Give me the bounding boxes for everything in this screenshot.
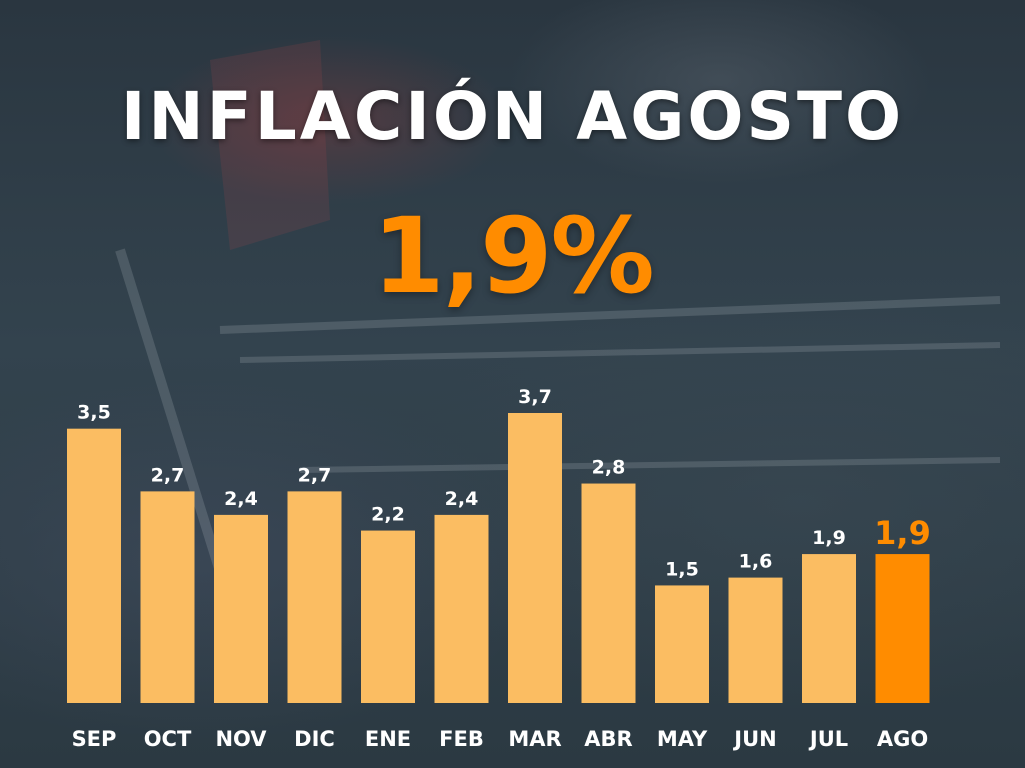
value-label-ago: 1,9 (874, 514, 931, 552)
value-label-abr: 2,8 (592, 457, 626, 479)
category-label-jun: JUN (732, 727, 776, 751)
category-label-may: MAY (657, 727, 708, 751)
bar-feb (434, 514, 489, 703)
bar-nov (214, 514, 268, 703)
bar-may (655, 585, 709, 703)
value-label-sep: 3,5 (77, 402, 111, 424)
bar-abr (581, 483, 636, 703)
headline-inflation-value: 1,9% (372, 195, 654, 317)
value-label-ene: 2,2 (371, 504, 405, 526)
value-label-jul: 1,9 (812, 527, 846, 549)
value-label-nov: 2,4 (224, 488, 258, 510)
category-label-ago: AGO (877, 727, 928, 751)
category-label-abr: ABR (584, 727, 632, 751)
category-label-ene: ENE (365, 727, 411, 751)
value-label-mar: 3,7 (518, 386, 552, 408)
value-label-dic: 2,7 (298, 464, 332, 486)
category-label-dic: DIC (294, 727, 335, 751)
category-label-sep: SEP (72, 727, 117, 751)
bar-dic (287, 491, 342, 703)
bar-oct (140, 491, 195, 703)
category-label-nov: NOV (215, 727, 267, 751)
value-label-oct: 2,7 (151, 464, 185, 486)
bar-ene (361, 530, 415, 703)
bar-jul (802, 554, 856, 703)
bar-ago (875, 554, 930, 703)
page-title: INFLACIÓN AGOSTO (120, 78, 905, 155)
value-label-feb: 2,4 (445, 488, 479, 510)
category-label-feb: FEB (439, 727, 484, 751)
value-label-jun: 1,6 (739, 551, 773, 573)
bar-jun (728, 577, 783, 703)
category-label-jul: JUL (808, 727, 848, 751)
category-label-oct: OCT (144, 727, 192, 751)
bar-sep (67, 428, 121, 703)
category-label-mar: MAR (508, 727, 561, 751)
bar-mar (508, 413, 562, 703)
value-label-may: 1,5 (665, 558, 699, 580)
